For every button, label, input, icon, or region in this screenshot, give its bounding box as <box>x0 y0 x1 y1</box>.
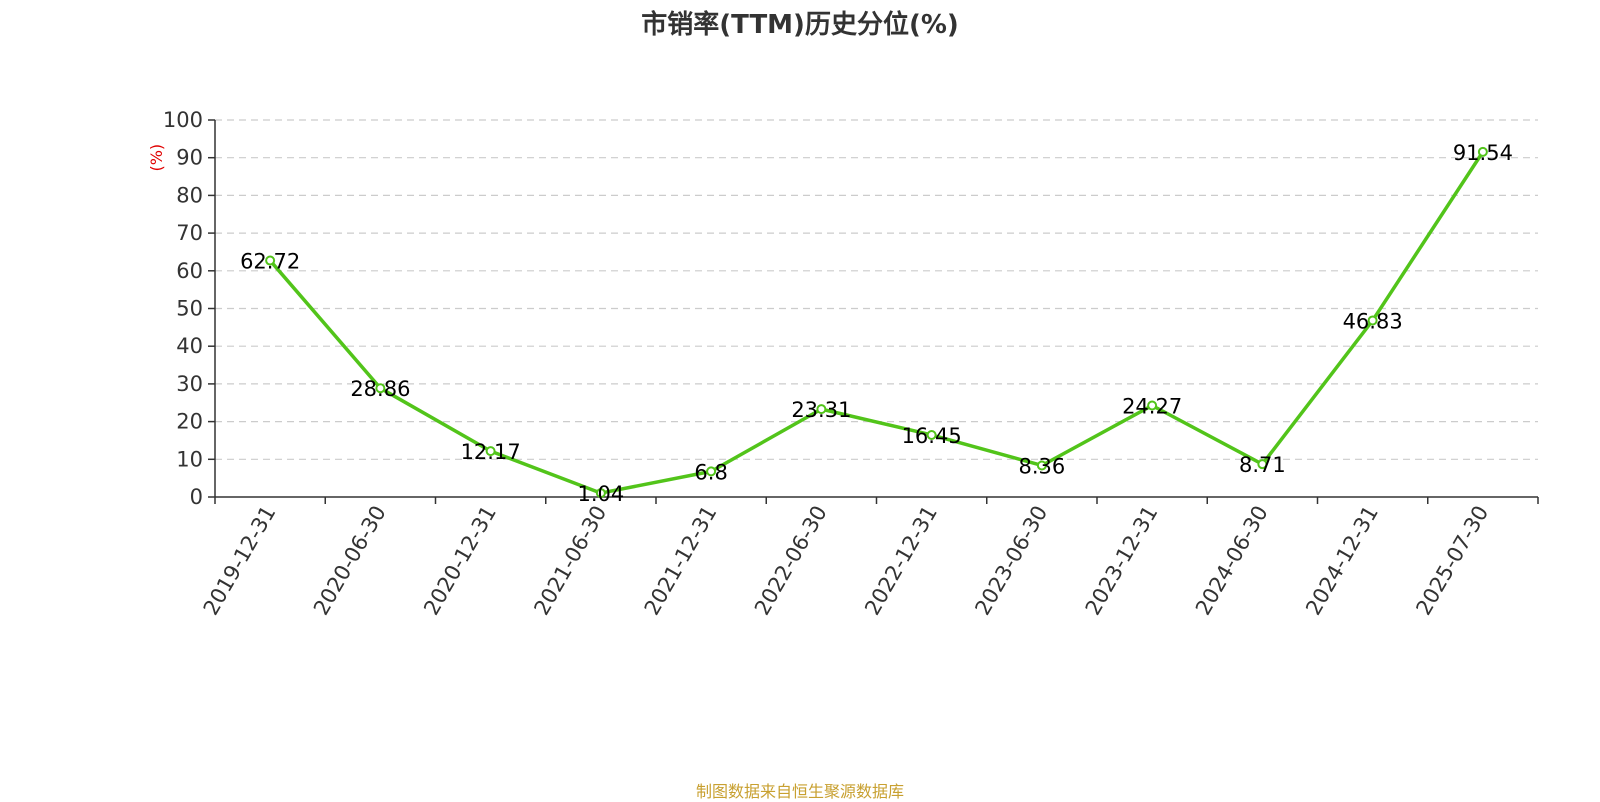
data-label: 91.54 <box>1453 141 1513 165</box>
x-tick-label: 2022-06-30 <box>750 502 832 620</box>
data-label: 6.8 <box>694 460 727 484</box>
y-tick-label: 100 <box>163 108 203 132</box>
x-tick-label: 2021-12-31 <box>640 502 722 620</box>
data-point <box>1367 315 1378 326</box>
x-tick-label: 2023-12-31 <box>1081 502 1163 620</box>
data-point <box>816 404 827 415</box>
data-label: 62.72 <box>240 250 300 274</box>
data-point <box>1036 460 1047 471</box>
data-point <box>1147 400 1158 411</box>
data-point <box>485 446 496 457</box>
y-tick-label: 10 <box>176 447 203 471</box>
series-line <box>268 150 1485 495</box>
x-tick-label: 2023-06-30 <box>970 502 1052 620</box>
data-label: 1.04 <box>577 482 624 506</box>
y-axis-label: (%) <box>147 144 166 172</box>
y-tick-label: 30 <box>176 372 203 396</box>
data-label: 46.83 <box>1343 309 1403 333</box>
x-tick-label: 2019-12-31 <box>199 502 281 620</box>
x-tick-label: 2022-12-31 <box>860 502 942 620</box>
data-label: 12.17 <box>461 440 521 464</box>
x-tick-label: 2024-12-31 <box>1301 502 1383 620</box>
data-point <box>595 488 606 499</box>
chart-title: 市销率(TTM)历史分位(%) <box>641 10 959 40</box>
y-tick-label: 90 <box>176 146 203 170</box>
data-label: 28.86 <box>350 377 410 401</box>
data-label: 24.27 <box>1122 395 1182 419</box>
x-tick-label: 2025-07-30 <box>1411 502 1493 620</box>
y-tick-label: 20 <box>176 410 203 434</box>
data-point <box>265 255 276 266</box>
data-point <box>926 429 937 440</box>
x-tick-label: 2024-06-30 <box>1191 502 1273 620</box>
data-label: 23.31 <box>791 398 851 422</box>
data-label: 8.71 <box>1239 453 1286 477</box>
data-point <box>1257 459 1268 470</box>
data-point <box>1477 146 1488 157</box>
y-tick-label: 70 <box>176 221 203 245</box>
data-point <box>706 466 717 477</box>
y-tick-label: 0 <box>190 485 203 509</box>
y-tick-label: 80 <box>176 183 203 207</box>
x-tick-label: 2020-12-31 <box>419 502 501 620</box>
y-tick-label: 60 <box>176 259 203 283</box>
y-tick-label: 40 <box>176 334 203 358</box>
x-tick-label: 2021-06-30 <box>529 502 611 620</box>
y-tick-label: 50 <box>176 297 203 321</box>
x-tick-label: 2020-06-30 <box>309 502 391 620</box>
data-point <box>375 383 386 394</box>
data-label: 8.36 <box>1018 454 1065 478</box>
source-note: 制图数据来自恒生聚源数据库 <box>695 782 904 801</box>
data-label: 16.45 <box>902 424 962 448</box>
